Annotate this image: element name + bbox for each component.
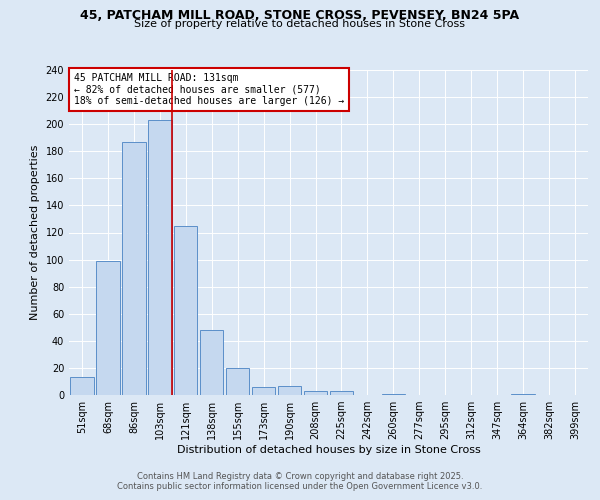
Bar (511, 394, 535, 395)
Y-axis label: Number of detached properties: Number of detached properties (30, 145, 40, 320)
Bar (382, 394, 405, 395)
Bar (174, 226, 197, 395)
Text: Contains HM Land Registry data © Crown copyright and database right 2025.: Contains HM Land Registry data © Crown c… (137, 472, 463, 481)
Text: 45, PATCHAM MILL ROAD, STONE CROSS, PEVENSEY, BN24 5PA: 45, PATCHAM MILL ROAD, STONE CROSS, PEVE… (80, 9, 520, 22)
Bar (304, 391, 327, 395)
Bar (148, 120, 172, 395)
Bar (122, 142, 146, 395)
Bar (200, 330, 223, 395)
Bar (278, 386, 301, 395)
Bar (330, 391, 353, 395)
Text: Contains public sector information licensed under the Open Government Licence v3: Contains public sector information licen… (118, 482, 482, 491)
Bar (226, 368, 250, 395)
Text: 45 PATCHAM MILL ROAD: 131sqm
← 82% of detached houses are smaller (577)
18% of s: 45 PATCHAM MILL ROAD: 131sqm ← 82% of de… (74, 73, 344, 106)
Text: Size of property relative to detached houses in Stone Cross: Size of property relative to detached ho… (134, 19, 466, 29)
Bar (252, 387, 275, 395)
Bar (96, 261, 119, 395)
Bar (70, 378, 94, 395)
X-axis label: Distribution of detached houses by size in Stone Cross: Distribution of detached houses by size … (176, 445, 481, 455)
